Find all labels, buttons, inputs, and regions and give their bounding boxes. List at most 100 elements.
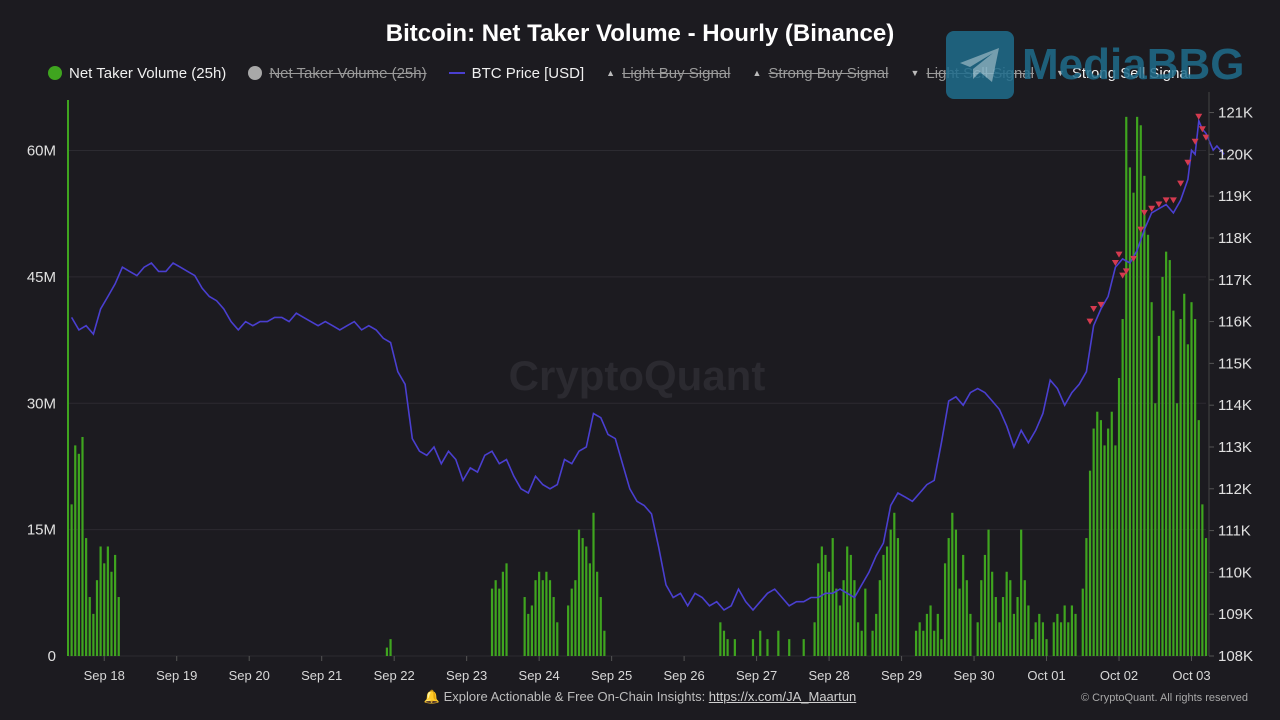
y-right-tick-label: 110K — [1218, 564, 1252, 581]
volume-bar — [875, 613, 878, 656]
strong-sell-signal-marker — [1122, 268, 1130, 275]
volume-bar — [106, 546, 109, 656]
y-right-tick-label: 113K — [1218, 439, 1252, 456]
volume-bar — [1092, 428, 1095, 656]
y-right-tick-label: 116K — [1218, 314, 1252, 331]
volume-bar — [726, 639, 729, 656]
legend-item[interactable]: ▲ Strong Buy Signal — [752, 65, 888, 82]
legend-item[interactable]: BTC Price [USD] — [448, 65, 584, 82]
volume-bar — [505, 563, 508, 656]
volume-bar — [1020, 529, 1023, 656]
btc-price-line — [70, 117, 1225, 612]
volume-bar — [951, 512, 954, 656]
volume-bar — [853, 580, 856, 656]
telegram-icon — [946, 31, 1014, 99]
legend-item[interactable]: Net Taker Volume (25h) — [48, 65, 226, 82]
volume-bar — [570, 588, 573, 656]
volume-bar — [1121, 319, 1124, 656]
strong-sell-signal-marker — [1097, 301, 1105, 308]
volume-bar — [1146, 234, 1150, 656]
volume-bar — [871, 630, 874, 656]
volume-bar — [751, 639, 755, 656]
volume-bar — [925, 613, 929, 656]
legend-item[interactable]: ▲ Light Buy Signal — [606, 65, 730, 82]
x-tick-label: Sep 24 — [519, 668, 560, 683]
volume-bar — [885, 546, 889, 656]
volume-bar — [896, 538, 900, 656]
volume-bar — [936, 613, 939, 656]
volume-bar — [893, 512, 896, 656]
y-right-tick-label: 114K — [1218, 397, 1252, 414]
volume-bar — [74, 445, 77, 656]
x-tick-label: Oct 02 — [1100, 668, 1138, 683]
volume-bar — [842, 580, 845, 656]
volume-bar — [1143, 175, 1146, 656]
x-tick-label: Sep 21 — [301, 668, 342, 683]
volume-bar — [1045, 639, 1048, 656]
volume-bar — [1067, 622, 1070, 656]
volume-bar — [385, 647, 389, 656]
volume-bar — [962, 554, 965, 656]
volume-bar — [596, 571, 599, 656]
strong-sell-signal-marker — [1155, 201, 1163, 208]
volume-bar — [849, 554, 852, 656]
volume-bar — [490, 588, 494, 656]
volume-bar — [95, 580, 99, 656]
y-left-tick-label: 15M — [27, 522, 56, 539]
volume-bar — [1136, 116, 1139, 656]
volume-bar — [110, 571, 113, 656]
footer-link[interactable]: https://x.com/JA_Maartun — [708, 689, 857, 704]
legend-label: Strong Buy Signal — [768, 64, 889, 82]
volume-bar — [523, 597, 526, 656]
y-right-tick-label: 117K — [1218, 272, 1252, 289]
volume-bar — [103, 563, 106, 656]
volume-bar — [1179, 319, 1182, 656]
legend-label: Strong Sell Signal — [1071, 64, 1192, 82]
volume-bar — [592, 512, 595, 656]
volume-bar — [994, 597, 997, 656]
volume-bar — [1128, 167, 1131, 657]
x-tick-label: Sep 22 — [374, 668, 415, 683]
volume-bar — [824, 554, 827, 656]
volume-bar — [882, 554, 885, 656]
volume-bar — [92, 613, 95, 656]
volume-bar — [991, 571, 994, 656]
legend-label: Light Buy Signal — [622, 64, 731, 82]
legend-item[interactable]: Net Taker Volume (25h) — [248, 65, 427, 82]
volume-bar — [552, 597, 555, 656]
volume-bar — [99, 546, 102, 656]
volume-bar — [965, 580, 968, 656]
watermark-logo: MediaBBG — [946, 30, 1244, 100]
volume-bar — [722, 630, 726, 656]
copyright: © CryptoQuant. All rights reserved — [1080, 692, 1248, 704]
grid-lines: CryptoQuant — [68, 150, 1206, 657]
x-tick-label: Oct 03 — [1172, 668, 1210, 683]
volume-bar — [1016, 597, 1019, 656]
strong-sell-signal-marker — [1148, 205, 1156, 212]
y-right-tick-label: 118K — [1218, 230, 1252, 247]
strong-sell-signal-marker — [1169, 197, 1177, 204]
strong-sell-signal-marker — [1162, 197, 1170, 204]
volume-bar — [856, 622, 860, 656]
volume-bar — [846, 546, 849, 656]
volume-bar — [117, 597, 120, 656]
y-right-tick-label: 112K — [1218, 481, 1252, 498]
cryptoquant-watermark: CryptoQuant — [509, 352, 766, 399]
chart-title: Bitcoin: Net Taker Volume - Hourly (Bina… — [385, 20, 895, 47]
price-line-group — [70, 117, 1225, 612]
volume-bar — [541, 580, 544, 656]
volume-bar — [1001, 597, 1005, 656]
volume-bar — [1099, 420, 1102, 656]
volume-bar — [1063, 605, 1066, 656]
volume-bar — [501, 571, 505, 656]
legend-item[interactable]: ▼ Strong Sell Signal — [1056, 65, 1191, 82]
bell-icon: 🔔 — [423, 689, 440, 704]
volume-bar — [788, 639, 791, 656]
volume-bar — [1110, 411, 1113, 656]
volume-bar — [954, 529, 958, 656]
volume-bar — [1165, 251, 1168, 657]
volume-bar — [494, 580, 497, 656]
strong-sell-signal-marker — [1115, 251, 1123, 258]
volume-bar — [1009, 580, 1012, 656]
